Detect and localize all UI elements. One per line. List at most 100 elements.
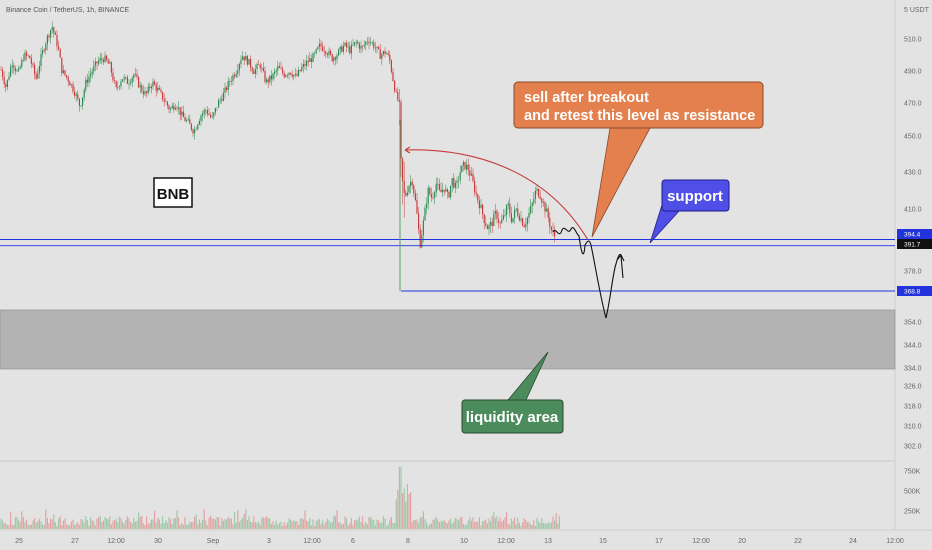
volume-bar — [238, 521, 240, 529]
candle-body — [242, 56, 244, 60]
symbol-label[interactable]: BNB — [153, 177, 193, 208]
candle-body — [254, 68, 256, 74]
candle-body — [46, 35, 48, 45]
candle-body — [210, 114, 212, 118]
candle-body — [312, 53, 314, 62]
candle-body — [547, 208, 549, 218]
candle-body — [154, 81, 156, 85]
volume-bar — [419, 517, 421, 529]
time-tick-label: 15 — [599, 538, 607, 545]
candle-body — [349, 46, 351, 54]
volume-bar — [331, 521, 333, 529]
sell-callout[interactable]: sell after breakout and retest this leve… — [513, 81, 764, 238]
time-tick-label: 12:00 — [692, 538, 710, 545]
time-tick-label: 3 — [267, 538, 271, 545]
volume-bar — [325, 521, 327, 529]
candle-body — [107, 60, 109, 64]
candle-body — [32, 63, 34, 65]
candle-body — [259, 64, 261, 69]
volume-bar — [51, 519, 53, 529]
candle-body — [298, 69, 300, 76]
candle-body — [278, 66, 280, 68]
volume-bar — [206, 525, 208, 529]
volume-bar — [451, 523, 453, 529]
volume-bar — [293, 520, 295, 529]
support-callout-box — [661, 179, 730, 212]
candle-body — [267, 79, 269, 83]
volume-bar — [506, 512, 508, 529]
candle-body — [66, 75, 68, 78]
price-tick-label: 302.0 — [904, 444, 922, 451]
price-tick-label: 378.0 — [904, 269, 922, 276]
candle-body — [56, 34, 58, 47]
candle-body — [501, 219, 503, 223]
volume-bar — [130, 522, 132, 529]
candle-body — [328, 50, 330, 56]
volume-bar — [344, 516, 346, 529]
volume-bar — [210, 515, 212, 529]
candle-body — [275, 70, 277, 72]
volume-bar — [320, 523, 322, 529]
projection-path — [552, 227, 624, 319]
volume-bar — [221, 518, 223, 529]
volume-bar — [118, 516, 120, 529]
candle-body — [218, 100, 220, 108]
volume-bar — [142, 523, 144, 529]
candle-body — [10, 66, 12, 77]
candle-body — [53, 27, 55, 33]
volume-bar — [24, 522, 26, 529]
liquidity-callout[interactable]: liquidity area — [461, 351, 564, 434]
candle-body — [462, 161, 464, 166]
candle-body — [394, 80, 396, 92]
time-axis[interactable]: 25 27 12:00 30 Sep 3 12:00 6 8 10 12:00 13 15 17 12:00… — [15, 538, 904, 545]
candle-body — [474, 180, 476, 193]
volume-bar — [307, 521, 309, 529]
candle-body — [157, 87, 159, 91]
volume-bar — [219, 525, 221, 529]
candle-body — [400, 101, 402, 159]
candle-body — [149, 86, 151, 89]
candle-body — [518, 215, 520, 221]
candle-body — [486, 225, 488, 230]
volume-bar — [37, 521, 39, 529]
candle-body — [293, 74, 295, 77]
candle-body — [299, 69, 301, 71]
volume-bar — [488, 518, 490, 529]
candle-body — [336, 55, 338, 60]
volume-bar — [197, 524, 199, 529]
candle-body — [374, 47, 376, 49]
volume-bar — [149, 522, 151, 529]
volume-bar — [59, 516, 61, 529]
volume-bar — [486, 523, 488, 529]
volume-bar — [334, 515, 336, 529]
candle-body — [414, 193, 416, 200]
volume-bar — [171, 524, 173, 529]
volume-bar — [179, 524, 181, 529]
candle-body — [29, 56, 31, 59]
candle-body — [67, 77, 69, 82]
volume-bar — [454, 517, 456, 529]
volume-bar — [13, 524, 15, 529]
candle-body — [126, 77, 128, 84]
volume-bar — [445, 522, 447, 529]
volume-bar — [475, 521, 477, 529]
volume-bar — [150, 519, 152, 529]
price-axis[interactable]: 510.0 490.0 470.0 450.0 430.0 410.0 378.0 354.0… — [904, 37, 922, 451]
volume-bar — [11, 524, 13, 529]
candle-body — [237, 70, 239, 74]
candle-body — [371, 42, 373, 44]
candle-body — [424, 207, 426, 221]
time-tick-label: 12:00 — [886, 538, 904, 545]
volume-bar — [27, 525, 29, 529]
candle-body — [282, 68, 284, 73]
candle-body — [522, 218, 524, 226]
volume-bar — [552, 516, 554, 529]
support-callout[interactable]: support — [649, 179, 730, 244]
volume-axis: 750K 500K 250K — [904, 469, 921, 516]
candle-body — [346, 42, 348, 48]
candle-body — [331, 54, 333, 62]
volume-bar — [211, 518, 213, 529]
candle-body — [272, 73, 274, 80]
candle-body — [8, 76, 10, 80]
